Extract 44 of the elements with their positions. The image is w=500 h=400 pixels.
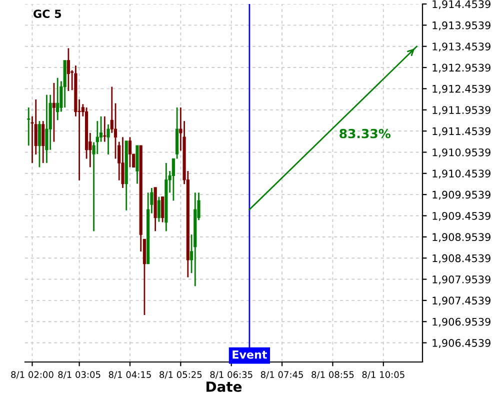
chart-title: GC 5 <box>34 10 62 18</box>
y-tick-label: 1,906.9539 <box>432 318 490 327</box>
x-axis-title: Date <box>206 382 242 392</box>
x-tick-label: 8/1 04:15 <box>108 371 151 379</box>
y-tick-label: 1,910.9539 <box>432 148 490 158</box>
y-tick-label: 1,913.9539 <box>432 21 490 30</box>
x-tick-label: 8/1 02:00 <box>11 371 54 379</box>
x-tick-label: 8/1 10:05 <box>362 371 404 379</box>
candlestick <box>161 196 164 223</box>
y-tick-label: 1,914.4539 <box>432 0 490 10</box>
x-tick-label: 8/1 06:35 <box>210 371 252 379</box>
candlestick <box>52 82 56 142</box>
ref-line-label: Event <box>232 350 267 359</box>
candlestick <box>38 120 42 168</box>
candlestick <box>56 77 60 121</box>
y-tick-label: 1,911.4539 <box>432 127 490 136</box>
candlestick <box>157 196 160 223</box>
candlestick <box>45 94 48 164</box>
y-tick-label: 1,906.4539 <box>432 339 490 348</box>
y-tick-label: 1,913.4539 <box>432 42 490 52</box>
y-tick-label: 1,909.4539 <box>432 212 490 221</box>
candlestick <box>42 120 45 164</box>
y-tick-label: 1,912.4539 <box>432 84 490 94</box>
y-tick-label: 1,908.4539 <box>432 254 490 264</box>
candlestick <box>106 124 110 156</box>
annotation: 83.33% <box>340 128 390 138</box>
x-tick-label: 8/1 07:45 <box>260 371 303 379</box>
candlestick <box>128 136 132 168</box>
y-tick-label: 1,910.4539 <box>432 170 490 179</box>
y-tick-label: 1,907.9539 <box>432 275 490 284</box>
candlestick <box>103 116 106 142</box>
candlestick <box>121 136 124 189</box>
x-tick-label: 8/1 08:55 <box>312 371 354 379</box>
candlestick <box>27 106 30 146</box>
y-tick-label: 1,907.4539 <box>432 296 490 306</box>
candlestick <box>66 48 70 92</box>
y-tick-label: 1,909.9539 <box>432 190 490 200</box>
x-tick-label: 8/1 05:25 <box>160 371 202 379</box>
x-tick-label: 8/1 03:05 <box>58 371 100 379</box>
y-tick-label: 1,908.9539 <box>432 233 490 242</box>
y-tick-label: 1,912.9539 <box>432 64 490 73</box>
candlestick <box>96 120 99 155</box>
y-tick-label: 1,911.9539 <box>432 106 490 116</box>
candlestick <box>172 158 175 202</box>
